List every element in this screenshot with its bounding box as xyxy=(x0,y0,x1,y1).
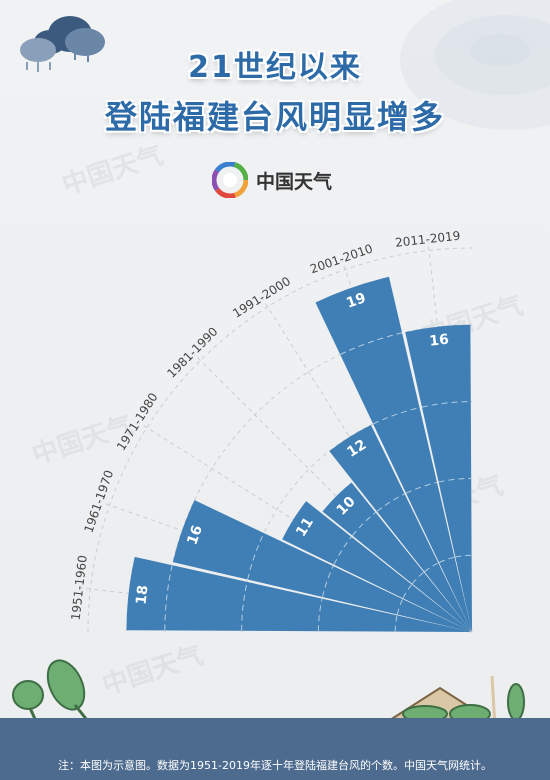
bar-inner-arc xyxy=(321,565,334,598)
bar-inner-arc xyxy=(396,598,404,615)
bar-inner-arc xyxy=(411,571,425,585)
brand-name: 中国天气 xyxy=(256,170,333,193)
bar-inner-arc xyxy=(339,332,403,355)
bar-inner-arc xyxy=(247,532,265,580)
bar-inner-arc xyxy=(402,584,413,599)
bar-inner-arc xyxy=(372,407,420,425)
bar-inner-arc xyxy=(405,481,438,494)
footer-note: 注：本图为示意图。数据为1951-2019年逐十年登陆福建台风的个数。中国天气网… xyxy=(58,759,492,772)
bar-inner-arc xyxy=(164,565,173,631)
value-label: 19 xyxy=(344,290,368,312)
bar-inner-arc xyxy=(421,401,471,408)
category-label: 1951-1960 xyxy=(69,554,90,621)
value-label: 16 xyxy=(429,332,450,350)
typhoon-swirl-icon xyxy=(400,0,550,130)
weather-logo-icon xyxy=(212,162,248,198)
footer-band xyxy=(0,718,550,780)
rain-cloud-icon xyxy=(20,16,105,72)
category-label: 1961-1970 xyxy=(81,468,116,534)
bar-inner-arc xyxy=(438,556,455,564)
brand: 中国天气 xyxy=(212,160,332,200)
bar-inner-arc xyxy=(424,562,439,573)
value-label: 18 xyxy=(133,584,151,605)
bar-inner-arc xyxy=(438,477,472,483)
bar-inner-arc xyxy=(352,512,376,536)
bar-inner-arc xyxy=(394,615,398,632)
bar-wedge-1951-1960 xyxy=(126,556,473,632)
title-line-2: 登陆福建台风明显增多 xyxy=(104,98,445,136)
bar-wedge-1971-1980 xyxy=(282,501,472,632)
bar-wedge-2011-2019 xyxy=(405,324,472,632)
category-label: 2001-2010 xyxy=(308,241,374,276)
grid-arc xyxy=(87,247,473,633)
bar-inner-arc xyxy=(241,581,248,631)
bar-inner-arc xyxy=(455,554,472,558)
category-label: 1971-1980 xyxy=(114,390,161,453)
category-label: 2011-2019 xyxy=(394,229,461,250)
bar-wedge-1981-1990 xyxy=(322,482,472,632)
bar-inner-arc xyxy=(376,493,405,512)
category-label: 1991-2000 xyxy=(230,274,293,321)
value-label: 16 xyxy=(184,523,206,547)
bar-inner-arc xyxy=(333,536,352,565)
bar-wedge-1991-2000 xyxy=(329,424,472,632)
bar-wedge-2001-2010 xyxy=(315,276,472,632)
bar-wedge-1961-1970 xyxy=(172,500,472,632)
bar-inner-arc xyxy=(317,598,323,632)
title-line-1: 21世纪以来 xyxy=(188,50,362,85)
